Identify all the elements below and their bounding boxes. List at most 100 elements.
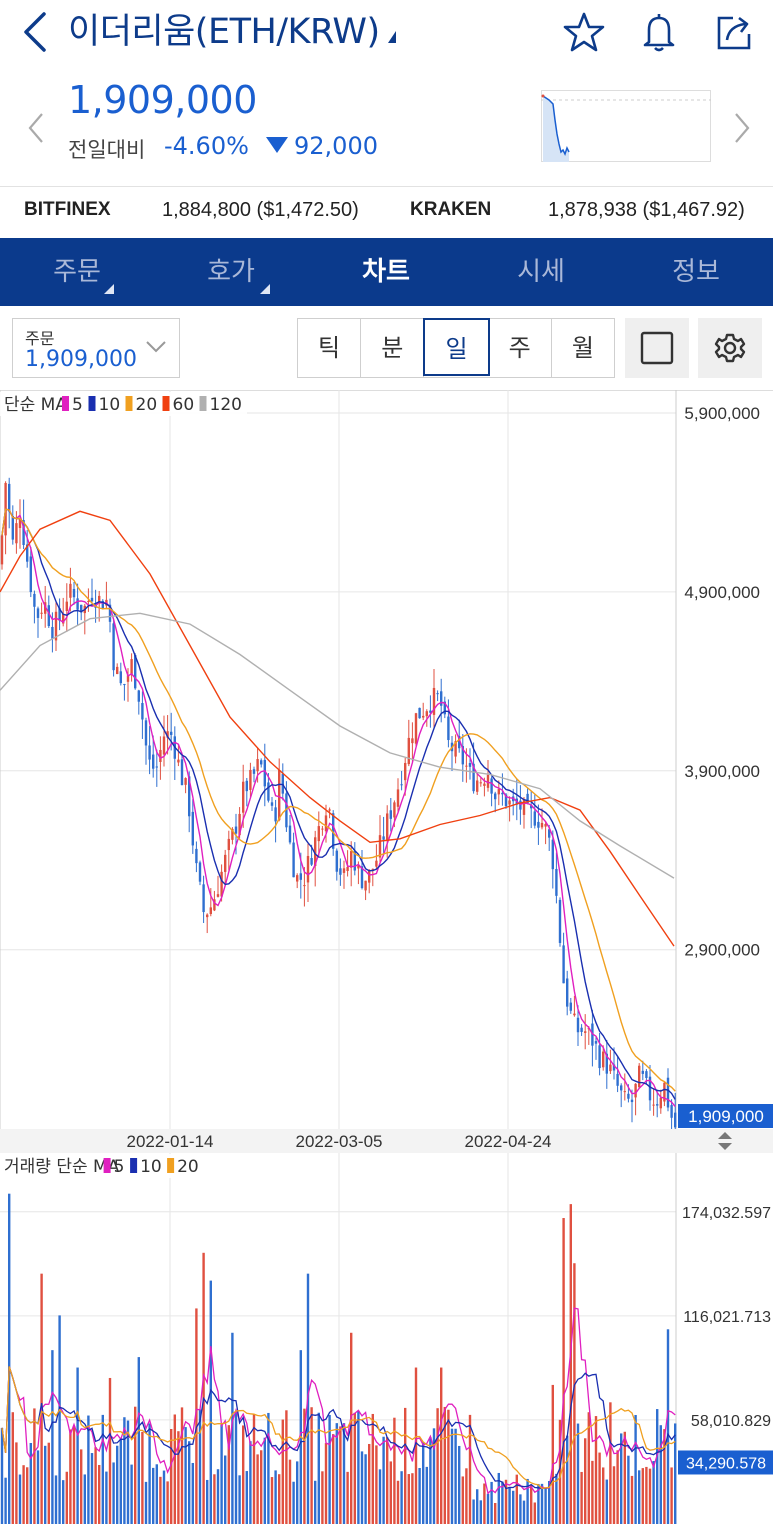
volume-tick-label: 58,010.829 — [691, 1413, 771, 1430]
bell-icon[interactable] — [637, 10, 681, 54]
volume-bar — [587, 1412, 590, 1524]
star-icon[interactable] — [562, 10, 606, 54]
candle-body — [404, 762, 407, 781]
tab-chart[interactable]: 차트 — [309, 238, 463, 306]
period-tick[interactable]: 틱 — [298, 319, 362, 377]
volume-bar — [180, 1407, 184, 1524]
candle-body — [141, 703, 144, 720]
volume-bar — [263, 1437, 266, 1524]
volume-bar — [198, 1409, 202, 1524]
candle-body — [245, 780, 248, 792]
mini-chart — [541, 90, 711, 162]
tab-info[interactable]: 정보 — [619, 238, 773, 306]
coin-title[interactable]: 이더리움(ETH/KRW) — [68, 8, 396, 56]
candle-body — [339, 868, 342, 875]
candle-body — [432, 687, 436, 715]
candle-body — [400, 784, 403, 786]
candle-body — [8, 483, 11, 512]
settings-button[interactable] — [698, 318, 762, 378]
tab-order[interactable]: 주문 — [0, 238, 154, 306]
volume-bar — [386, 1437, 389, 1524]
candle-body — [69, 583, 72, 598]
back-icon[interactable] — [18, 8, 54, 56]
volume-bar — [231, 1332, 234, 1524]
volume-bar — [0, 1427, 4, 1524]
candle-body — [674, 1112, 677, 1128]
volume-bar — [8, 1193, 11, 1524]
volume-bar — [234, 1411, 238, 1524]
volume-bar — [94, 1447, 97, 1524]
period-selector: 틱 분 일 주 월 — [297, 318, 615, 378]
volume-bar — [422, 1441, 425, 1524]
legend-item-label: 20 — [177, 1157, 199, 1177]
volume-bar — [11, 1412, 14, 1524]
candle-body — [76, 598, 79, 610]
chart-area[interactable]: 2022-01-14 2022-03-05 2022-04-24 5,900,0… — [0, 390, 773, 1524]
candle-body — [645, 1071, 648, 1078]
tab-orderbook[interactable]: 호가 — [154, 238, 308, 306]
volume-bar — [206, 1479, 209, 1524]
volume-bar — [177, 1431, 180, 1524]
volume-bar — [90, 1453, 94, 1524]
fullscreen-button[interactable] — [625, 318, 689, 378]
volume-bar — [123, 1417, 126, 1524]
candle-body — [566, 978, 569, 1007]
square-icon — [640, 331, 674, 365]
current-price-marker — [678, 1104, 773, 1128]
volume-bar — [666, 1329, 670, 1524]
period-week[interactable]: 주 — [489, 319, 552, 377]
candle-body — [576, 1017, 580, 1033]
volume-bar — [414, 1367, 418, 1524]
volume-bar — [18, 1474, 22, 1524]
legend-swatch — [125, 396, 133, 411]
candle-body — [335, 850, 338, 872]
candle-body — [202, 884, 205, 913]
tab-market[interactable]: 시세 — [464, 238, 618, 306]
candle-body — [148, 745, 151, 760]
candle-body — [616, 1073, 619, 1086]
candle-body — [216, 894, 220, 897]
volume-bar — [159, 1476, 162, 1524]
candle-body — [429, 710, 432, 713]
candle-body — [166, 731, 169, 738]
candle-body — [231, 828, 234, 840]
volume-bar — [332, 1434, 335, 1524]
candle-body — [443, 701, 446, 715]
next-coin-icon[interactable] — [730, 110, 754, 146]
volume-bar — [508, 1487, 511, 1524]
candle-body — [206, 914, 209, 918]
candle-body — [357, 865, 360, 869]
candle-body — [508, 800, 511, 805]
volume-bar — [249, 1441, 252, 1524]
period-minute[interactable]: 분 — [361, 319, 425, 377]
candle-body — [288, 825, 292, 843]
volume-bar — [450, 1428, 454, 1524]
candle-body — [188, 776, 191, 817]
prev-coin-icon[interactable] — [24, 110, 48, 146]
candle-body — [364, 880, 367, 891]
candle-body — [51, 626, 54, 639]
volume-bar — [33, 1408, 36, 1524]
period-day[interactable]: 일 — [423, 318, 490, 376]
candle-body — [602, 1051, 605, 1068]
period-month[interactable]: 월 — [571, 334, 594, 362]
caret-icon — [260, 284, 270, 294]
candle-body — [213, 899, 216, 911]
tab-label: 시세 — [517, 257, 565, 287]
candle-body — [648, 1076, 652, 1101]
volume-bar — [378, 1469, 382, 1524]
ma20-line — [1, 508, 676, 1092]
tab-label: 주문 — [53, 257, 101, 287]
volume-bar — [105, 1471, 108, 1524]
order-price-select[interactable]: 주문 1,909,000 — [12, 318, 180, 378]
volume-bar — [645, 1466, 648, 1524]
resize-handle-icon[interactable] — [718, 1132, 732, 1150]
candle-body — [317, 826, 320, 842]
volume-tick-label: 174,032.597 — [682, 1205, 771, 1222]
share-icon[interactable] — [713, 10, 757, 54]
volume-bar — [501, 1481, 504, 1524]
volume-bar — [407, 1474, 410, 1524]
candle-body — [627, 1093, 630, 1099]
candle-body — [411, 738, 414, 744]
volume-bar — [598, 1452, 601, 1524]
